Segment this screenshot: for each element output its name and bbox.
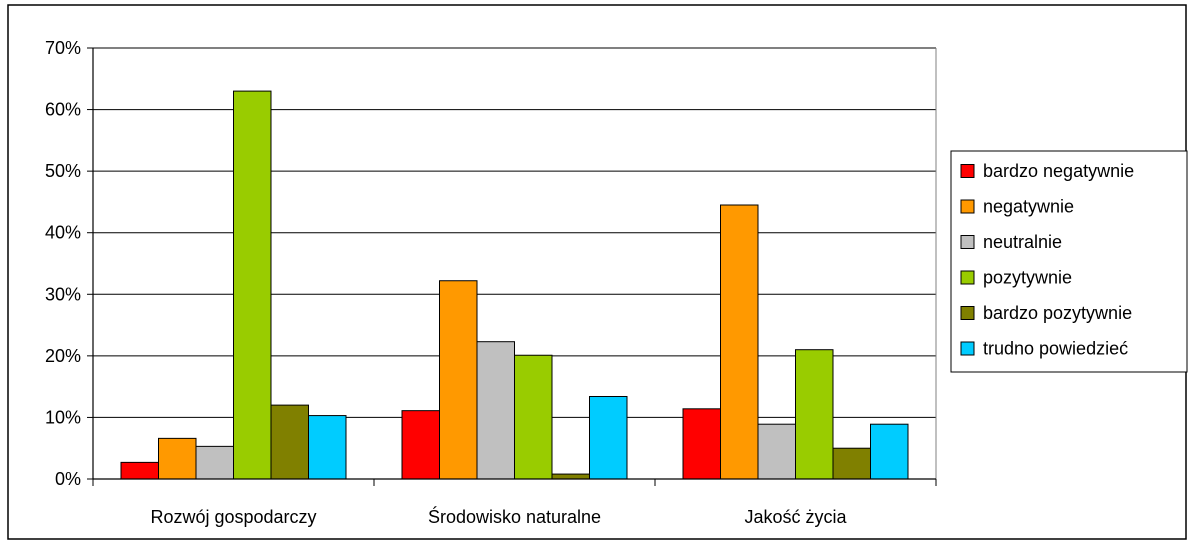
bar	[720, 204, 759, 480]
legend-swatch	[960, 341, 975, 356]
bar	[870, 423, 909, 480]
bar	[195, 445, 234, 480]
category-label: Jakość życia	[744, 507, 847, 527]
legend-label: negatywnie	[983, 197, 1074, 217]
bar	[120, 461, 159, 480]
y-tick-label: 20%	[45, 346, 81, 366]
x-axis-labels: Rozwój gospodarczy Środowisko naturalne Ja…	[150, 506, 847, 527]
legend-label: trudno powiedzieć	[983, 339, 1128, 359]
bar	[795, 349, 834, 480]
y-tick-label: 40%	[45, 223, 81, 243]
legend-label: bardzo negatywnie	[983, 161, 1134, 181]
bar	[551, 473, 590, 480]
bar	[476, 341, 515, 480]
category-label: Środowisko naturalne	[428, 506, 601, 527]
bar	[233, 90, 272, 480]
bar	[832, 447, 871, 480]
y-tick-label: 60%	[45, 100, 81, 120]
y-tick-label: 70%	[45, 38, 81, 58]
legend-swatch	[960, 306, 975, 320]
legend-swatch	[960, 199, 975, 214]
y-axis-ticks: 0% 10% 20% 30% 40% 50% 60% 70%	[45, 38, 93, 489]
bar	[401, 410, 440, 480]
bar	[158, 437, 197, 480]
legend-swatch	[960, 270, 975, 285]
legend-label: pozytywnie	[983, 268, 1072, 288]
bar	[757, 423, 796, 480]
bars	[120, 90, 909, 480]
y-tick-label: 0%	[55, 469, 81, 489]
y-tick-label: 50%	[45, 161, 81, 181]
legend-label: bardzo pozytywnie	[983, 303, 1132, 323]
y-tick-label: 30%	[45, 284, 81, 304]
bar	[682, 408, 721, 480]
category-label: Rozwój gospodarczy	[150, 507, 316, 527]
axes	[92, 48, 937, 486]
bar	[589, 395, 628, 480]
bar	[308, 415, 347, 480]
y-tick-label: 10%	[45, 407, 81, 427]
legend-box	[950, 150, 1188, 373]
bar	[270, 404, 309, 480]
legend-swatch	[960, 164, 975, 178]
bar	[439, 280, 478, 480]
legend-label: neutralnie	[983, 232, 1062, 252]
legend: bardzo negatywnie negatywnie neutralnie poz…	[950, 150, 1188, 373]
bar	[514, 354, 553, 480]
legend-swatch	[960, 235, 975, 249]
